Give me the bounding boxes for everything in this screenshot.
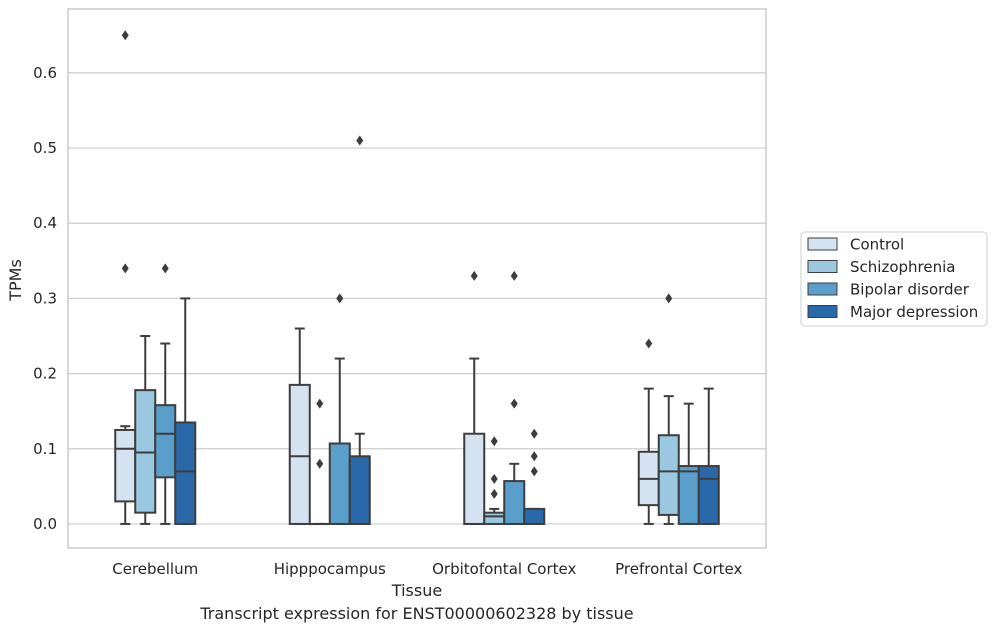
- box-schizophrenia: [483, 436, 506, 525]
- outlier-point: [530, 451, 538, 462]
- box-control: [288, 327, 311, 525]
- x-tick-labels: Cerebellum Hipppocampus Orbitofontal Corte…: [112, 560, 742, 578]
- box-major-depression: [174, 297, 197, 525]
- legend-label: Major depression: [850, 303, 978, 321]
- outlier-point: [530, 466, 538, 477]
- y-tick-label: 0.6: [33, 64, 57, 82]
- y-axis-label: TPMs: [6, 259, 25, 302]
- legend-label: Schizophrenia: [850, 258, 955, 276]
- box-major-depression: [523, 428, 546, 525]
- legend-label: Bipolar disorder: [850, 281, 970, 299]
- x-axis-label: Tissue: [391, 581, 442, 600]
- outlier-point: [121, 30, 129, 41]
- outlier-point: [665, 293, 673, 304]
- y-tick-labels: 0.0 0.1 0.2 0.3 0.4 0.5 0.6: [33, 64, 57, 533]
- legend-swatch: [807, 282, 838, 296]
- box-bipolar-disorder: [503, 270, 526, 525]
- outlier-point: [510, 398, 518, 409]
- outlier-point: [336, 293, 344, 304]
- legend-swatch: [807, 260, 838, 273]
- outlier-point: [530, 428, 538, 439]
- legend-swatch: [807, 237, 838, 251]
- plot-frame: [67, 8, 767, 549]
- legend-frame: [800, 231, 988, 327]
- legend: Control Schizophrenia Bipolar disorder Majo…: [800, 231, 988, 327]
- box: [288, 383, 311, 525]
- legend-label: Control: [850, 236, 904, 254]
- box-control: [114, 30, 137, 525]
- outlier-point: [470, 270, 478, 281]
- box: [114, 428, 137, 503]
- box-major-depression: [348, 135, 371, 525]
- y-tick-label: 0.1: [33, 440, 57, 458]
- outlier-point: [356, 135, 364, 146]
- box-bipolar-disorder: [328, 293, 351, 525]
- box-schizophrenia: [134, 335, 157, 525]
- box-groups: [114, 30, 720, 526]
- box: [697, 465, 720, 525]
- box: [657, 434, 680, 516]
- outlier-point: [645, 338, 653, 349]
- x-tick-label: Hipppocampus: [274, 560, 386, 578]
- box-bipolar-disorder: [677, 402, 700, 525]
- box: [463, 432, 486, 525]
- box: [523, 507, 546, 525]
- outlier-point: [490, 488, 498, 499]
- outlier-point: [510, 270, 518, 281]
- outlier-point: [316, 398, 324, 409]
- box: [503, 480, 526, 525]
- figure-caption: Transcript expression for ENST0000060232…: [200, 604, 634, 623]
- y-tick-label: 0.2: [33, 365, 57, 383]
- y-tick-label: 0.5: [33, 139, 57, 157]
- box: [174, 421, 197, 525]
- outlier-point: [316, 458, 324, 469]
- outlier-point: [490, 436, 498, 447]
- box: [348, 455, 371, 525]
- box-schizophrenia: [308, 398, 331, 526]
- y-tick-label: 0.3: [33, 289, 57, 307]
- y-tick-label: 0.0: [33, 515, 57, 533]
- box-major-depression: [697, 387, 720, 525]
- outlier-point: [161, 263, 169, 274]
- box-schizophrenia: [657, 293, 680, 525]
- outlier-point: [121, 263, 129, 274]
- box-control: [637, 338, 660, 525]
- box: [154, 404, 177, 479]
- x-tick-label: Prefrontal Cortex: [615, 560, 742, 578]
- y-tick-label: 0.4: [33, 214, 57, 232]
- box-bipolar-disorder: [154, 263, 177, 525]
- box: [677, 465, 700, 525]
- box-control: [463, 270, 486, 525]
- box: [328, 442, 351, 525]
- legend-swatch: [807, 305, 838, 318]
- box: [134, 389, 157, 514]
- outlier-point: [490, 473, 498, 484]
- x-tick-label: Orbitofontal Cortex: [432, 560, 576, 578]
- box: [483, 511, 506, 525]
- x-tick-label: Cerebellum: [112, 560, 198, 578]
